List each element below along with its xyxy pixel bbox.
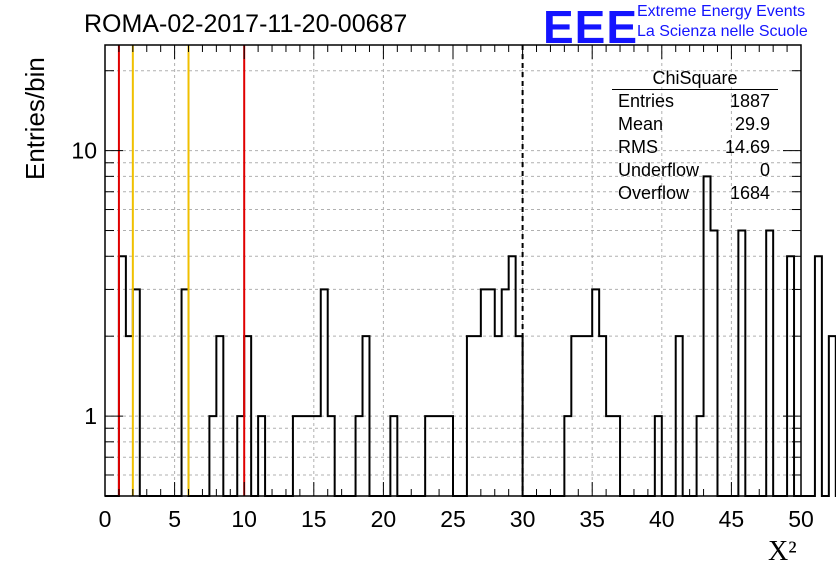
y-tick-label: 10 [71,138,97,164]
stats-label: Entries [618,91,675,111]
run-title: ROMA-02-2017-11-20-00687 [84,10,408,38]
x-tick-label: 0 [99,506,112,532]
x-axis-label: X² [768,536,797,567]
stats-label: Mean [618,114,664,134]
stats-label: Overflow [618,183,690,203]
x-tick-label: 15 [301,506,327,532]
y-tick-label: 1 [84,403,97,429]
stats-value: 14.69 [724,137,770,157]
x-tick-label: 20 [371,506,397,532]
stats-box: ChiSquare Entries 1887 Mean 29.9 RMS 14.… [612,68,778,205]
stats-value: 1887 [729,91,770,111]
stats-row-underflow: Underflow 0 [612,159,778,182]
stats-label: Underflow [618,160,700,180]
x-tick-label: 45 [719,506,745,532]
stats-title: ChiSquare [612,68,778,90]
stats-value: 29.9 [734,114,770,134]
stats-row-overflow: Overflow 1684 [612,182,778,205]
axes-frame [104,44,802,497]
x-tick-label: 5 [168,506,181,532]
y-axis-label: Entries/bin [20,57,50,180]
stats-value: 0 [759,160,770,180]
logo-line-1: Extreme Energy Events [637,3,806,20]
x-tick-label: 35 [579,506,605,532]
x-tick-label: 40 [649,506,675,532]
x-tick-label: 25 [440,506,466,532]
histogram [105,175,836,497]
x-tick-label: 50 [788,506,814,532]
histogram-outline [105,175,836,497]
tick-labels: 0 5 10 15 20 25 30 35 40 45 50 1 10 [71,138,813,532]
logo-line-2: La Scienza nelle Scuole [637,23,808,40]
stats-row-entries: Entries 1887 [612,90,778,113]
stats-value: 1684 [729,183,770,203]
reference-lines [117,45,524,496]
stats-label: RMS [618,137,658,157]
x-tick-label: 30 [510,506,536,532]
x-tick-label: 10 [231,506,257,532]
eee-logo: EEE [543,1,639,53]
stats-row-mean: Mean 29.9 [612,113,778,136]
stats-row-rms: RMS 14.69 [612,136,778,159]
